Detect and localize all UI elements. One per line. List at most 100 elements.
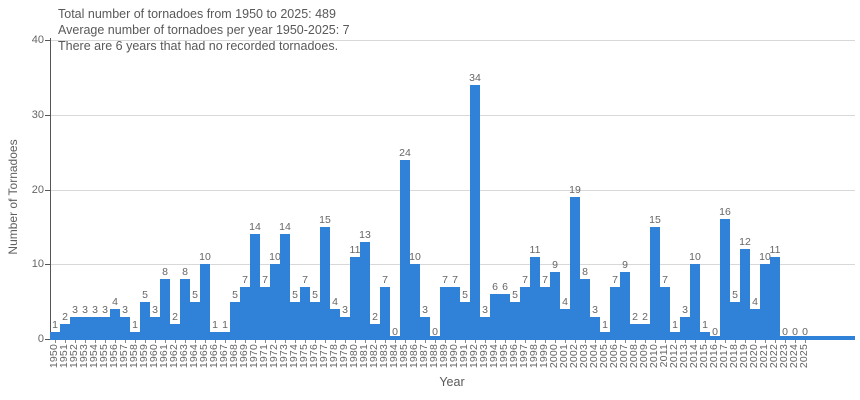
- bar-value-label: 1: [212, 318, 218, 331]
- bar-1997: [520, 286, 530, 339]
- bar-1987: [420, 316, 430, 339]
- x-tick-label-2025: 2025: [798, 344, 810, 369]
- bar-value-label: 8: [162, 266, 168, 279]
- bar-value-label: 7: [242, 273, 248, 286]
- bar-1967: [220, 331, 230, 339]
- x-tick: [195, 340, 196, 343]
- x-tick: [495, 340, 496, 343]
- gridline-30: [50, 114, 855, 116]
- bar-1991: [460, 301, 470, 339]
- bar-2007: [620, 271, 630, 339]
- bar-value-label: 15: [649, 213, 661, 226]
- bar-value-label: 4: [752, 296, 758, 309]
- bar-1981: [360, 241, 370, 339]
- x-tick: [625, 340, 626, 343]
- bar-value-label: 10: [409, 251, 421, 264]
- bar-1953: [80, 316, 90, 339]
- bar-value-label: 16: [719, 206, 731, 219]
- x-tick: [445, 340, 446, 343]
- bar-2008: [630, 324, 640, 339]
- bar-value-label: 1: [52, 318, 58, 331]
- x-tick: [305, 340, 306, 343]
- bar-value-label: 7: [522, 273, 528, 286]
- x-tick: [125, 340, 126, 343]
- x-tick: [525, 340, 526, 343]
- x-tick: [605, 340, 606, 343]
- x-tick: [595, 340, 596, 343]
- x-tick: [105, 340, 106, 343]
- bar-1962: [170, 324, 180, 339]
- x-tick: [385, 340, 386, 343]
- bar-value-label: 10: [759, 251, 771, 264]
- bar-value-label: 6: [492, 281, 498, 294]
- x-tick: [705, 340, 706, 343]
- bar-value-label: 1: [132, 318, 138, 331]
- bar-2009: [640, 324, 650, 339]
- bar-value-label: 5: [732, 288, 738, 301]
- x-tick: [515, 340, 516, 343]
- bar-value-label: 7: [452, 273, 458, 286]
- bar-2005: [600, 331, 610, 339]
- bar-value-label: 2: [642, 311, 648, 324]
- x-tick: [745, 340, 746, 343]
- bar-1960: [150, 316, 160, 339]
- x-tick: [715, 340, 716, 343]
- bar-1974: [290, 301, 300, 339]
- bar-value-label: 2: [632, 311, 638, 324]
- y-tick-0: [45, 339, 50, 340]
- x-tick: [325, 340, 326, 343]
- y-tick-label: 30: [31, 108, 44, 121]
- x-tick: [95, 340, 96, 343]
- x-tick: [335, 340, 336, 343]
- bar-value-label: 0: [712, 326, 718, 338]
- bar-value-label: 11: [529, 243, 541, 256]
- bar-1963: [180, 279, 190, 339]
- y-axis-line: [50, 38, 51, 339]
- y-tick-label: 0: [37, 333, 44, 345]
- bar-1971: [260, 286, 270, 339]
- bar-1966: [210, 331, 220, 339]
- bar-value-label: 34: [469, 71, 481, 84]
- bar-value-label: 9: [552, 258, 558, 271]
- bar-1992: [470, 84, 480, 339]
- bar-value-label: 3: [482, 303, 488, 316]
- x-tick: [725, 340, 726, 343]
- bar-2012: [670, 331, 680, 339]
- bar-value-label: 5: [512, 288, 518, 301]
- x-tick: [315, 340, 316, 343]
- bar-value-label: 1: [702, 318, 708, 331]
- bar-value-label: 4: [562, 296, 568, 309]
- bar-2002: [570, 196, 580, 339]
- bar-2010: [650, 226, 660, 339]
- x-tick: [615, 340, 616, 343]
- bar-1994: [490, 294, 500, 339]
- x-tick: [785, 340, 786, 343]
- bar-value-label: 4: [112, 296, 118, 309]
- bar-value-label: 1: [672, 318, 678, 331]
- x-tick: [395, 340, 396, 343]
- bar-value-label: 15: [319, 213, 331, 226]
- x-tick: [475, 340, 476, 343]
- bar-value-label: 14: [279, 221, 291, 234]
- bar-value-label: 5: [232, 288, 238, 301]
- x-tick: [555, 340, 556, 343]
- bar-value-label: 5: [292, 288, 298, 301]
- bar-1989: [440, 286, 450, 339]
- bar-1964: [190, 301, 200, 339]
- bar-1993: [480, 316, 490, 339]
- x-tick: [375, 340, 376, 343]
- bar-1990: [450, 286, 460, 339]
- bar-value-label: 0: [782, 326, 788, 338]
- bar-value-label: 2: [172, 311, 178, 324]
- x-tick: [755, 340, 756, 343]
- x-tick: [115, 340, 116, 343]
- y-tick-label: 20: [31, 183, 44, 196]
- x-tick: [245, 340, 246, 343]
- bar-1986: [410, 264, 420, 339]
- bar-1972: [270, 264, 280, 339]
- bar-2019: [740, 249, 750, 339]
- x-tick: [585, 340, 586, 343]
- bar-1985: [400, 159, 410, 339]
- bar-value-label: 3: [682, 303, 688, 316]
- bar-2020: [750, 309, 760, 339]
